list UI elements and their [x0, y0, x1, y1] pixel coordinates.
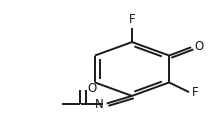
Text: F: F	[129, 13, 135, 26]
Text: F: F	[192, 86, 198, 99]
Text: O: O	[194, 40, 204, 53]
Text: N: N	[95, 98, 104, 111]
Text: O: O	[87, 82, 97, 95]
